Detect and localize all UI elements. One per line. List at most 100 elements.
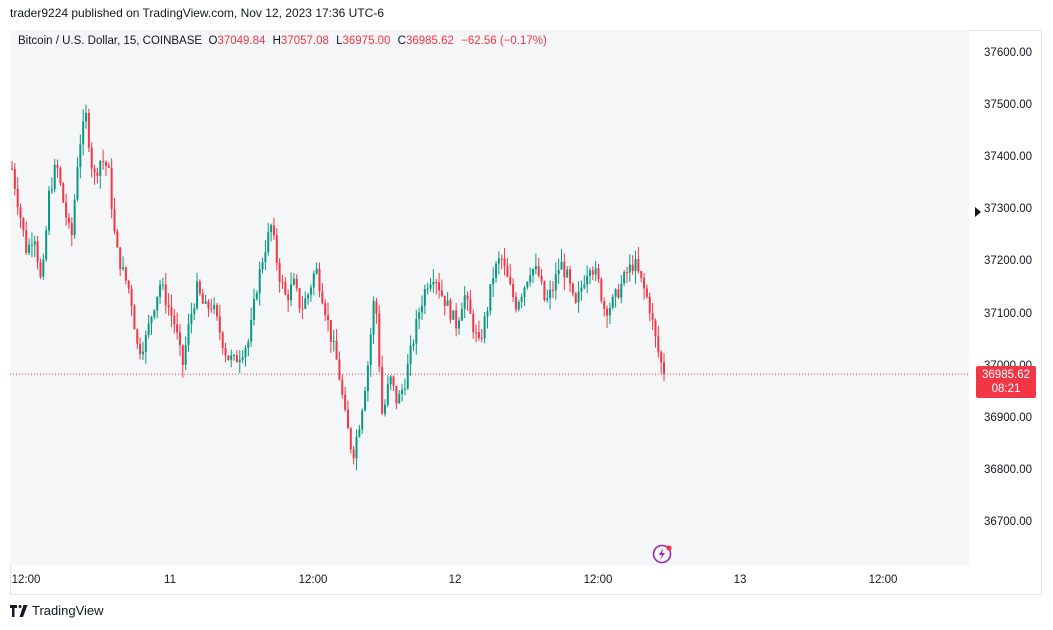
y-tick-label: 36800.00 xyxy=(984,463,1032,476)
candle xyxy=(466,291,469,311)
candle xyxy=(45,226,48,262)
candle xyxy=(159,279,162,304)
candle xyxy=(204,294,207,305)
candle xyxy=(435,278,438,295)
candle xyxy=(156,296,159,319)
x-tick-label: 12:00 xyxy=(298,574,328,586)
y-tick-label: 37400.00 xyxy=(984,151,1032,164)
candle xyxy=(341,374,344,399)
candle xyxy=(11,161,13,171)
candle xyxy=(218,304,221,341)
candle xyxy=(42,253,45,280)
candle xyxy=(620,275,623,304)
candle xyxy=(509,263,512,286)
candle xyxy=(281,275,284,290)
candle xyxy=(284,277,287,296)
candle xyxy=(275,228,278,271)
candle xyxy=(327,302,330,332)
candle xyxy=(631,255,634,275)
candle xyxy=(651,303,654,330)
y-tick-label: 36700.00 xyxy=(984,516,1032,528)
publish-info: trader9224 published on TradingView.com,… xyxy=(10,6,385,20)
candle xyxy=(614,288,617,308)
candle xyxy=(469,290,472,314)
candle xyxy=(25,221,28,255)
candle xyxy=(210,298,213,313)
candle xyxy=(463,286,466,318)
candle xyxy=(258,261,261,306)
candle xyxy=(96,167,99,184)
candle xyxy=(335,329,338,360)
candle xyxy=(540,268,543,285)
candle xyxy=(654,318,657,348)
candle xyxy=(534,253,537,275)
candle xyxy=(272,217,275,240)
candle xyxy=(415,309,418,355)
candle xyxy=(386,375,389,408)
candle xyxy=(201,289,204,304)
candle xyxy=(389,375,392,391)
candle xyxy=(563,253,566,291)
candle xyxy=(224,342,227,363)
candle xyxy=(597,263,600,283)
candle xyxy=(361,408,364,434)
candle xyxy=(591,266,594,281)
candle xyxy=(318,262,321,298)
candle xyxy=(164,272,167,314)
candle xyxy=(184,336,187,370)
candle xyxy=(93,165,96,185)
candle xyxy=(178,324,181,357)
candle xyxy=(332,329,335,352)
candle xyxy=(625,266,628,284)
candle xyxy=(48,186,51,235)
price-axis[interactable]: 37600.00 37500.00 37400.00 37300.00 37200.00… xyxy=(969,30,1042,565)
candle xyxy=(452,310,455,320)
candle xyxy=(65,193,68,226)
candle xyxy=(76,157,79,202)
candle xyxy=(338,351,341,381)
candle xyxy=(250,307,253,347)
candle xyxy=(483,312,486,344)
candle xyxy=(600,277,603,304)
candle xyxy=(489,284,492,316)
candle xyxy=(472,309,475,339)
candle xyxy=(378,305,381,373)
candle xyxy=(409,335,412,377)
candle xyxy=(161,277,164,291)
candle xyxy=(309,284,312,302)
candle xyxy=(503,247,506,276)
candle xyxy=(56,159,59,178)
candle xyxy=(127,279,130,294)
candle xyxy=(497,251,500,275)
candle xyxy=(546,289,549,303)
candle xyxy=(33,235,36,258)
candle xyxy=(657,326,660,358)
candle xyxy=(187,313,190,352)
candle xyxy=(412,339,415,351)
candle xyxy=(640,270,643,283)
candle xyxy=(569,265,572,293)
candle xyxy=(580,280,583,301)
candle xyxy=(648,292,651,322)
footer-brand-name: TradingView xyxy=(32,603,104,618)
candle xyxy=(594,261,597,282)
candle xyxy=(167,293,170,316)
candle xyxy=(532,268,535,284)
candle xyxy=(85,104,88,129)
footer-brand[interactable]: TradingView xyxy=(10,603,104,618)
x-tick-label: 12:00 xyxy=(11,574,41,586)
y-tick-label: 36900.00 xyxy=(984,411,1032,424)
candle xyxy=(529,267,532,287)
candle xyxy=(495,261,498,283)
candle xyxy=(537,257,540,278)
candle xyxy=(190,302,193,334)
x-tick-label: 12 xyxy=(448,574,462,586)
candle xyxy=(583,275,586,290)
x-tick-label: 11 xyxy=(164,574,176,586)
legend-close-label: C xyxy=(397,35,406,47)
candle xyxy=(102,149,105,170)
candle xyxy=(560,249,563,270)
candle xyxy=(423,284,426,314)
candle xyxy=(514,292,517,313)
